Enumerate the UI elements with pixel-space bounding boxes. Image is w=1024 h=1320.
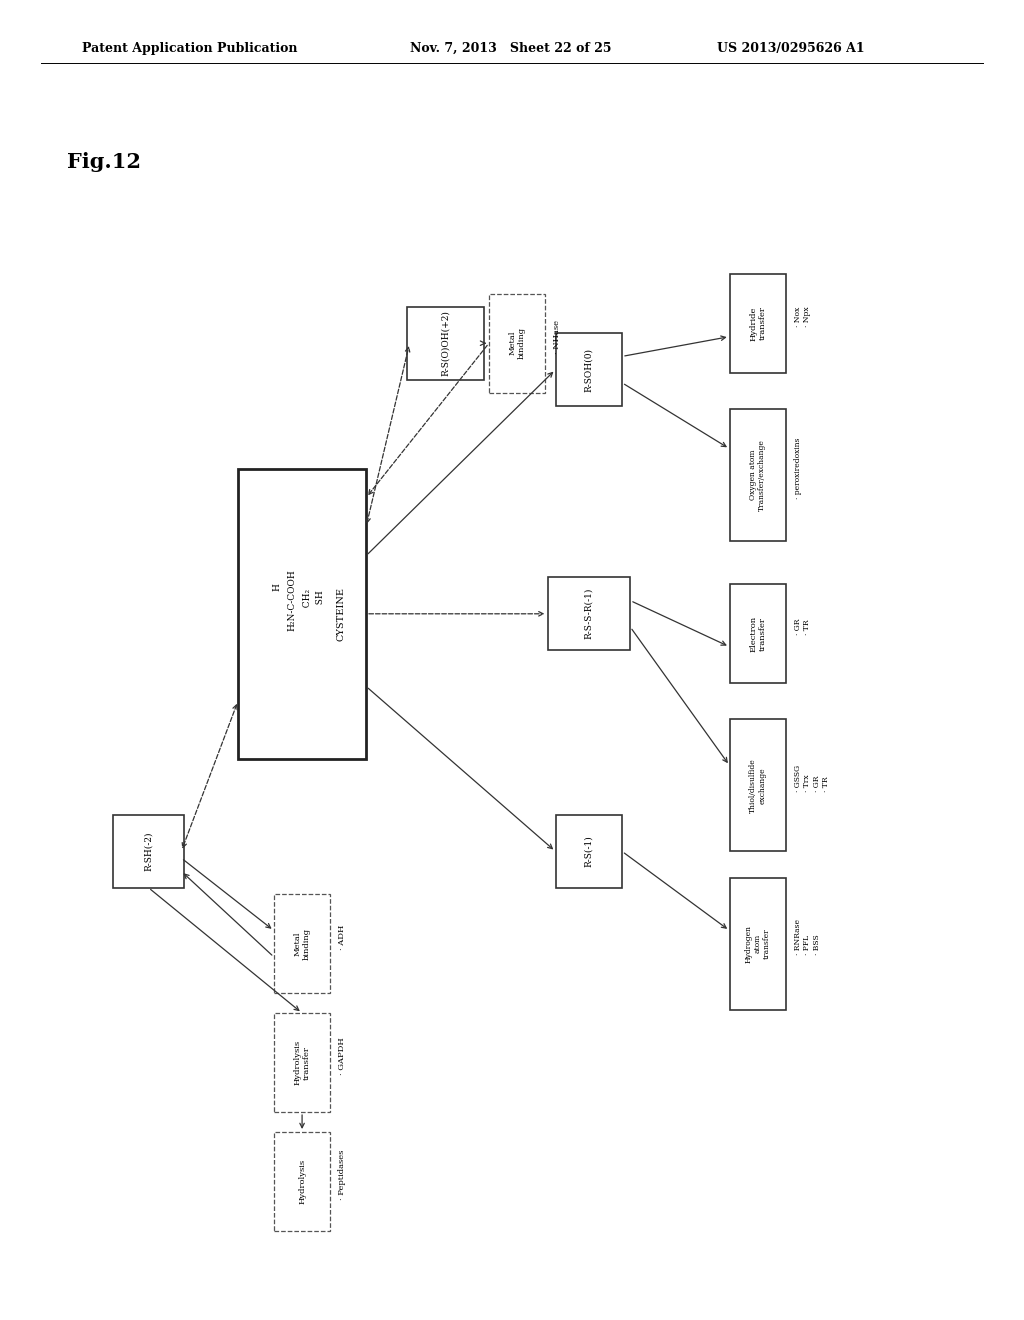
Text: Hydrolysis: Hydrolysis xyxy=(298,1159,306,1204)
Text: Hydrogen
atom
transfer: Hydrogen atom transfer xyxy=(744,925,771,962)
Bar xyxy=(729,275,786,372)
Text: Hydride
transfer: Hydride transfer xyxy=(750,306,766,341)
Text: Oxygen atom
Transfer/exchange: Oxygen atom Transfer/exchange xyxy=(750,440,766,511)
Bar xyxy=(113,814,184,888)
Text: · GAPDH: · GAPDH xyxy=(338,1038,346,1074)
Text: · NHase: · NHase xyxy=(553,319,561,354)
Text: R-SOH(0): R-SOH(0) xyxy=(585,347,593,392)
Text: · RNRase
· PFL
· BSS: · RNRase · PFL · BSS xyxy=(795,919,820,956)
Bar xyxy=(729,583,786,682)
Text: Patent Application Publication: Patent Application Publication xyxy=(82,42,297,55)
Text: · GR
· TR: · GR · TR xyxy=(795,619,811,635)
Text: · GSSG
· Trx
· GR
· TR: · GSSG · Trx · GR · TR xyxy=(795,766,829,792)
Text: Thiol/disulfide
exchange: Thiol/disulfide exchange xyxy=(750,758,766,813)
Text: Fig.12: Fig.12 xyxy=(67,152,140,172)
Bar xyxy=(555,814,622,888)
Text: SH: SH xyxy=(316,591,325,610)
Bar xyxy=(273,1131,330,1230)
Text: H₂N-C-COOH: H₂N-C-COOH xyxy=(288,570,296,631)
Text: Nov. 7, 2013   Sheet 22 of 25: Nov. 7, 2013 Sheet 22 of 25 xyxy=(410,42,611,55)
Bar xyxy=(729,409,786,541)
Text: H: H xyxy=(272,583,281,591)
Text: CH₂: CH₂ xyxy=(303,589,311,612)
Bar xyxy=(729,719,786,851)
Text: · ADH: · ADH xyxy=(338,924,346,950)
Bar xyxy=(555,333,622,407)
Bar xyxy=(273,1014,330,1111)
Text: Metal
binding: Metal binding xyxy=(509,327,525,359)
Text: Hydrolysis
transfer: Hydrolysis transfer xyxy=(294,1040,310,1085)
Text: CYSTEINE: CYSTEINE xyxy=(337,587,345,640)
Bar xyxy=(273,895,330,993)
Text: · Peptidases: · Peptidases xyxy=(338,1150,346,1200)
Text: R-S(-1): R-S(-1) xyxy=(585,836,593,867)
Text: R-S-S-R(-1): R-S-S-R(-1) xyxy=(585,589,593,639)
Bar xyxy=(238,469,367,759)
Text: Electron
transfer: Electron transfer xyxy=(750,615,766,652)
Bar xyxy=(548,577,630,649)
Bar xyxy=(489,294,545,393)
Bar xyxy=(729,878,786,1010)
Text: · Nox
· Npx: · Nox · Npx xyxy=(795,306,811,327)
Text: Metal
binding: Metal binding xyxy=(294,928,310,960)
Text: R-SH(-2): R-SH(-2) xyxy=(144,832,153,871)
Text: R-S(O)OH(+2): R-S(O)OH(+2) xyxy=(441,310,450,376)
Bar xyxy=(408,306,484,380)
Text: · peroxiredoxins: · peroxiredoxins xyxy=(795,438,802,499)
Text: US 2013/0295626 A1: US 2013/0295626 A1 xyxy=(717,42,864,55)
